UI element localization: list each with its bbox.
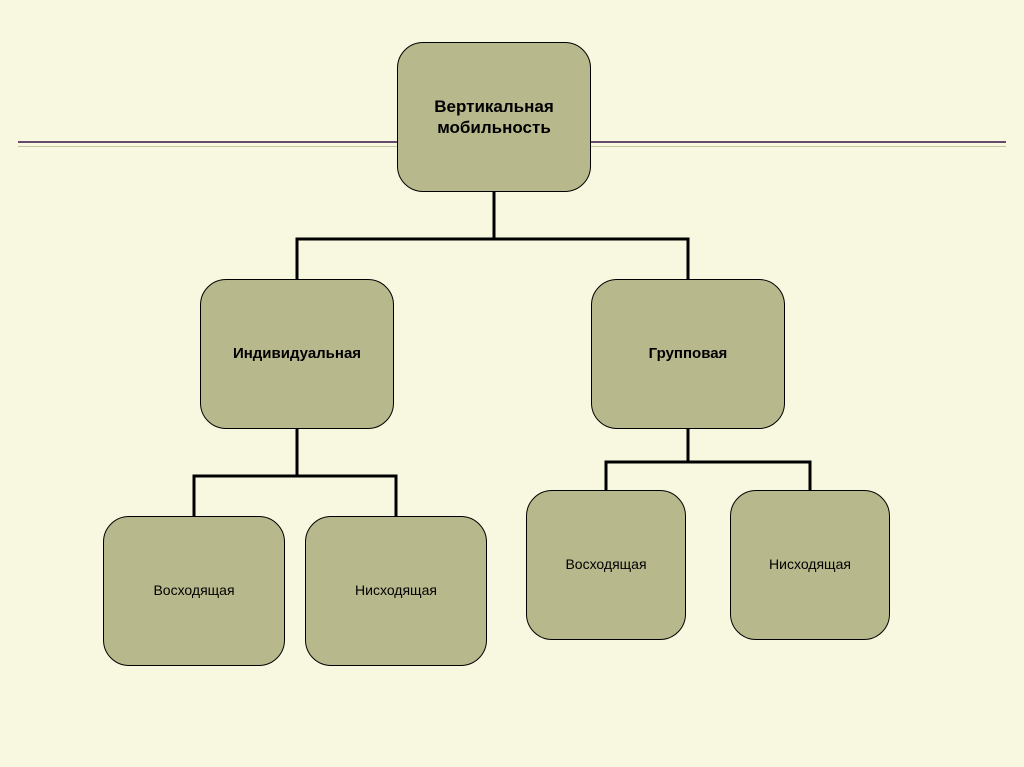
tree-node-ind: Индивидуальная [200, 279, 394, 429]
tree-node-a2: Нисходящая [305, 516, 487, 666]
tree-node-b1: Восходящая [526, 490, 686, 640]
tree-node-a1: Восходящая [103, 516, 285, 666]
diagram-canvas: Вертикальная мобильностьИндивидуальная Гр… [0, 0, 1024, 767]
tree-node-b2: Нисходящая [730, 490, 890, 640]
tree-node-root: Вертикальная мобильность [397, 42, 591, 192]
tree-node-grp: Групповая [591, 279, 785, 429]
